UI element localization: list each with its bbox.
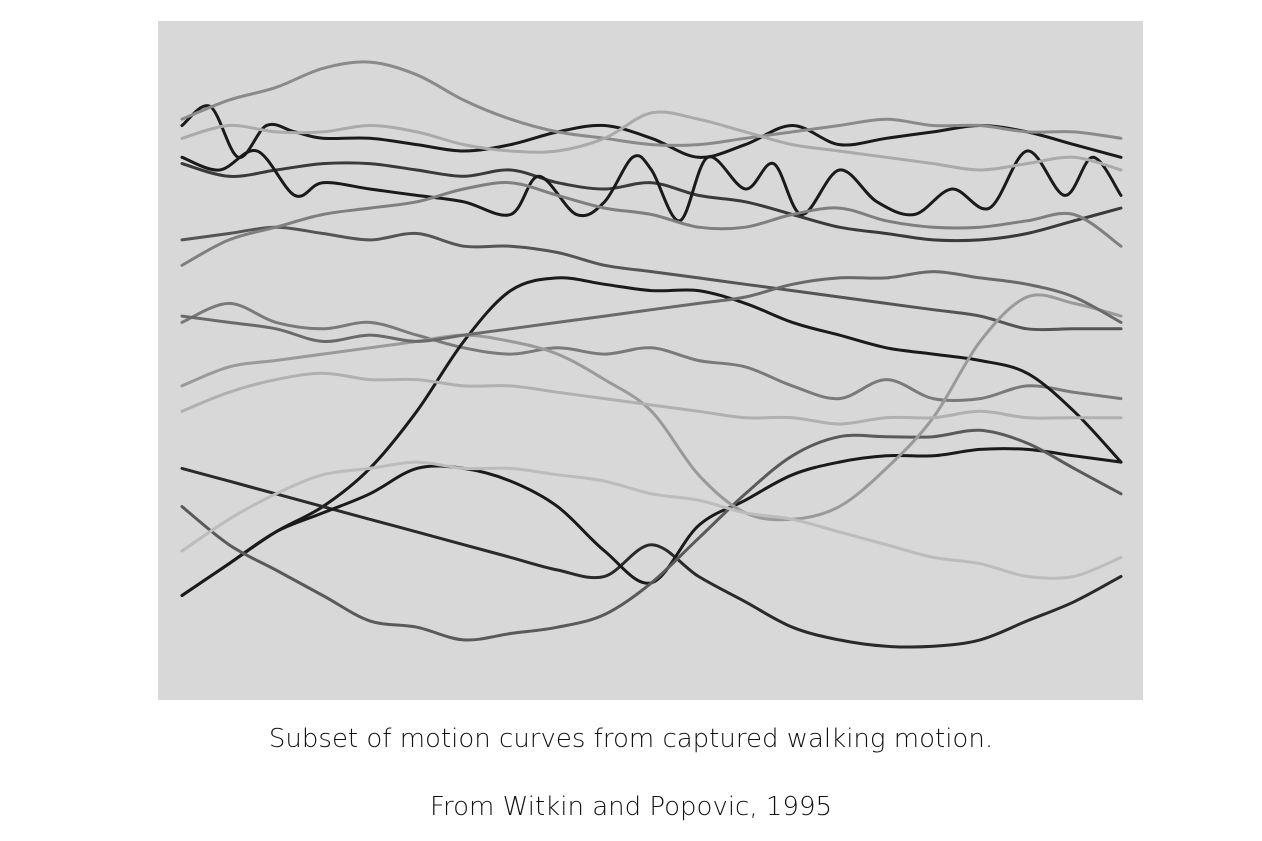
motion-curve-16 (180, 371, 1123, 426)
figure-source: From Witkin and Popovic, 1995 (429, 792, 833, 822)
motion-curve-6 (180, 301, 1123, 403)
motion-curve-9 (180, 447, 1123, 597)
motion-curve-7 (180, 276, 1123, 597)
motion-curve-1 (180, 104, 1123, 159)
motion-curve-5 (180, 225, 1123, 332)
motion-curves-plot (158, 21, 1143, 700)
motion-curve-11 (180, 293, 1123, 522)
motion-curve-14 (180, 181, 1123, 267)
motion-curve-3 (180, 60, 1123, 147)
motion-curve-12 (180, 460, 1123, 580)
motion-curve-4 (180, 149, 1123, 223)
figure-caption: Subset of motion curves from captured wa… (268, 724, 994, 754)
motion-curve-15 (180, 270, 1123, 343)
motion-curve-8 (180, 466, 1123, 649)
motion-curve-10 (180, 428, 1123, 642)
motion-curves-svg (180, 60, 1123, 649)
motion-curve-13 (180, 110, 1123, 172)
motion-curve-2 (180, 161, 1123, 243)
